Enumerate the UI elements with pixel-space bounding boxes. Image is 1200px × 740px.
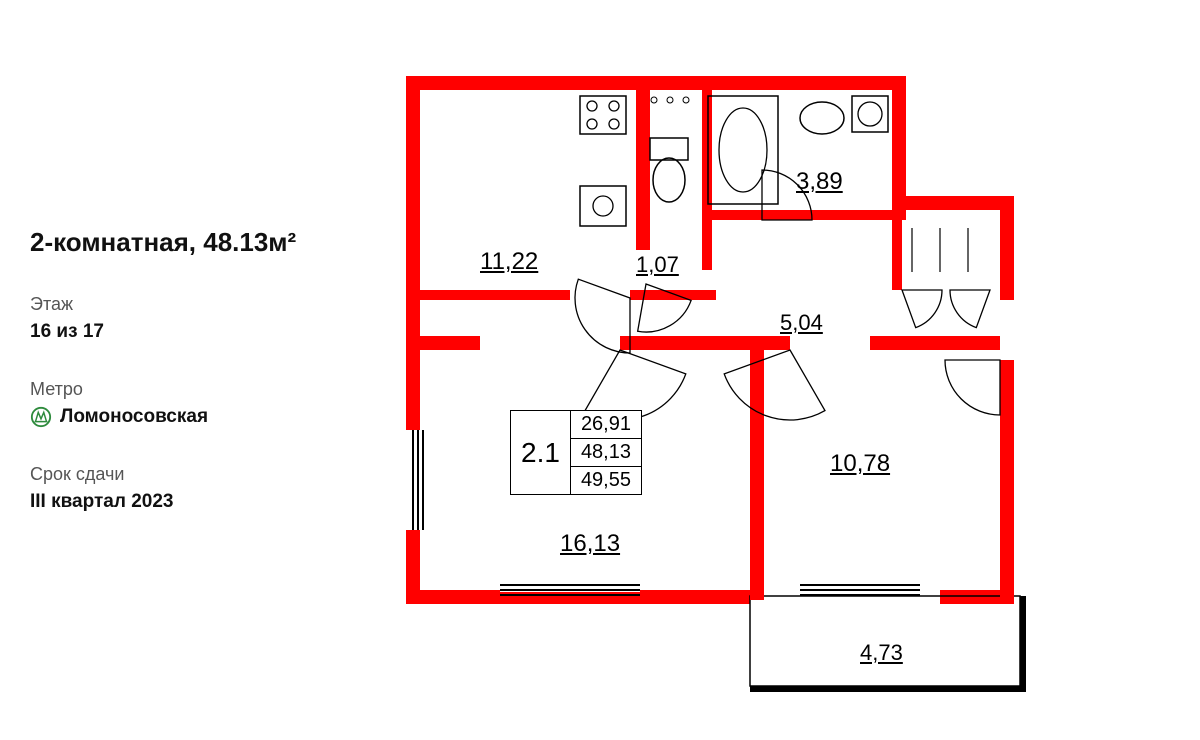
floor-label: Этаж (30, 294, 330, 315)
hall-area: 5,04 (780, 310, 823, 336)
metro-block: Метро Ломоносовская (30, 379, 330, 428)
spec-living: 26,91 (570, 411, 641, 439)
floor-value: 16 из 17 (30, 321, 330, 343)
deadline-label: Срок сдачи (30, 464, 330, 485)
bedroom-area: 10,78 (830, 450, 890, 478)
spec-table: 2.1 26,91 48,13 49,55 (510, 410, 642, 495)
spec-balcony: 49,55 (570, 467, 641, 495)
spec-code: 2.1 (511, 411, 571, 495)
deadline-value: III квартал 2023 (30, 491, 330, 513)
balcony-area: 4,73 (860, 640, 903, 666)
apartment-title: 2-комнатная, 48.13м² (30, 227, 330, 258)
living-area: 16,13 (560, 530, 620, 558)
metro-label: Метро (30, 379, 330, 400)
floor-block: Этаж 16 из 17 (30, 294, 330, 343)
info-panel: 2-комнатная, 48.13м² Этаж 16 из 17 Метро… (0, 0, 360, 740)
bath-area: 3,89 (796, 168, 843, 196)
metro-icon (30, 406, 52, 428)
deadline-block: Срок сдачи III квартал 2023 (30, 464, 330, 513)
floorplan: 11,22 1,07 3,89 5,04 16,13 10,78 4,73 2.… (360, 0, 1200, 740)
wc-area: 1,07 (636, 252, 679, 278)
metro-value: Ломоносовская (60, 406, 208, 428)
spec-total: 48,13 (570, 439, 641, 467)
kitchen-area: 11,22 (480, 248, 538, 276)
